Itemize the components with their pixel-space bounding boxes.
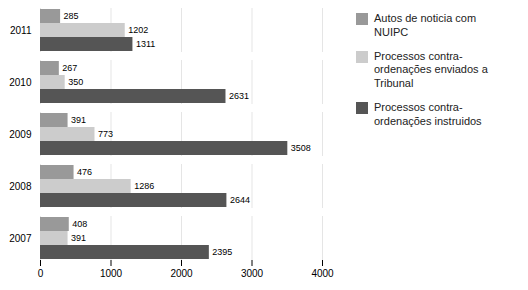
svg-text:391: 391 (71, 233, 86, 243)
svg-text:4000: 4000 (311, 268, 334, 279)
svg-text:2644: 2644 (230, 195, 250, 205)
html-text:Processos contra- ordenações i: Processos contra- ordenações instruidos (374, 100, 482, 127)
svg-text:1286: 1286 (134, 181, 154, 191)
svg-text:2010: 2010 (9, 77, 32, 88)
svg-text:2000: 2000 (170, 268, 193, 279)
svg-text:2631: 2631 (229, 91, 249, 101)
svg-text:285: 285 (64, 11, 79, 21)
svg-text:2011: 2011 (10, 25, 32, 36)
html-text:Processos contra- ordenações e: Processos contra- ordenações enviados a … (374, 49, 488, 89)
svg-text:1202: 1202 (128, 25, 148, 35)
svg-text:391: 391 (71, 115, 86, 125)
svg-text:0: 0 (38, 268, 44, 279)
svg-text:408: 408 (72, 219, 87, 229)
svg-text:2395: 2395 (212, 247, 232, 257)
svg-text:773: 773 (98, 129, 113, 139)
svg-text:1000: 1000 (100, 268, 123, 279)
svg-text:3508: 3508 (291, 143, 311, 153)
svg-text:1311: 1311 (136, 39, 155, 49)
html-text:Autos de noticia com NUIPC: Autos de noticia com NUIPC (374, 12, 477, 38)
svg-text:2008: 2008 (9, 181, 32, 192)
svg-text:2009: 2009 (9, 129, 32, 140)
svg-text:350: 350 (68, 77, 83, 87)
svg-text:3000: 3000 (241, 268, 264, 279)
svg-text:2007: 2007 (9, 233, 32, 244)
svg-text:267: 267 (62, 63, 77, 73)
svg-text:476: 476 (77, 167, 92, 177)
